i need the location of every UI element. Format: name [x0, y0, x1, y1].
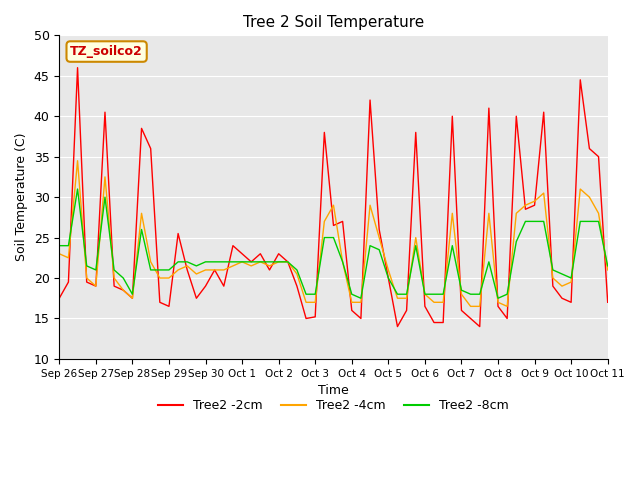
- X-axis label: Time: Time: [318, 384, 349, 397]
- Y-axis label: Soil Temperature (C): Soil Temperature (C): [15, 133, 28, 262]
- Legend: Tree2 -2cm, Tree2 -4cm, Tree2 -8cm: Tree2 -2cm, Tree2 -4cm, Tree2 -8cm: [153, 395, 514, 418]
- Text: TZ_soilco2: TZ_soilco2: [70, 45, 143, 58]
- Title: Tree 2 Soil Temperature: Tree 2 Soil Temperature: [243, 15, 424, 30]
